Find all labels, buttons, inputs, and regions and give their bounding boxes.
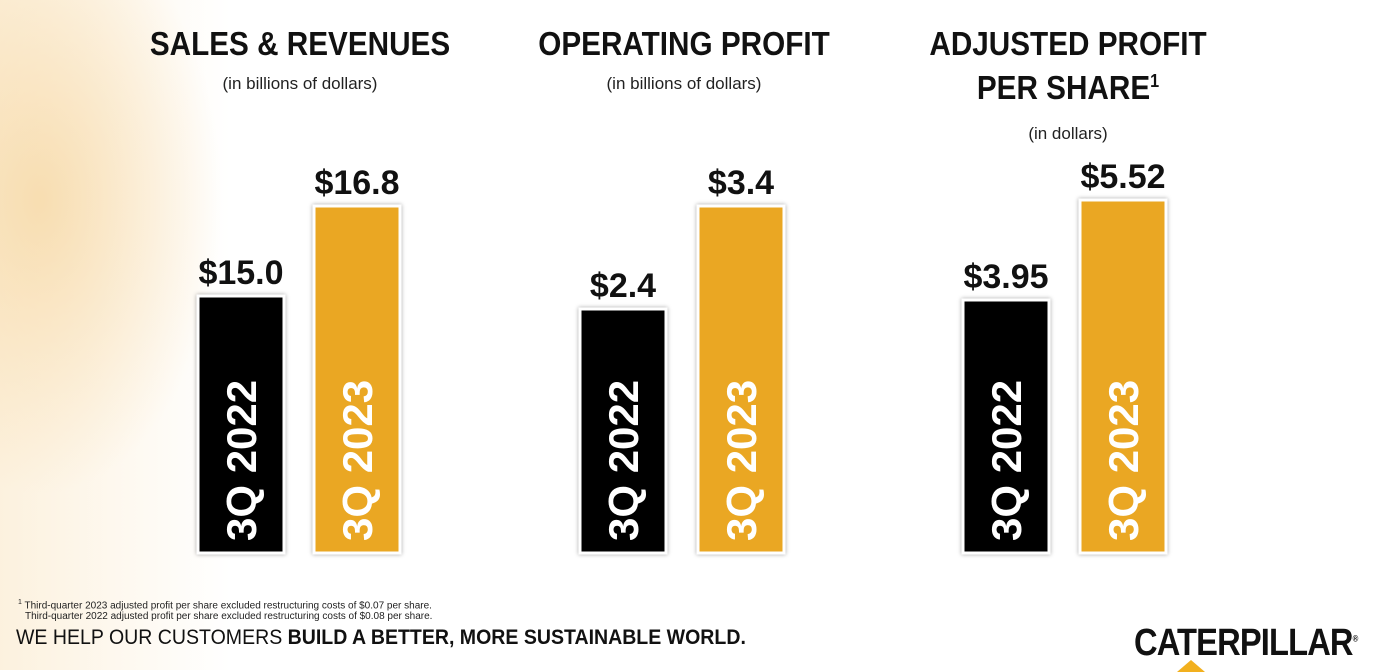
category-label-2-1: 3Q 2022 [600, 380, 647, 541]
adjusted-profit-title: ADJUSTED PROFIT PER SHARE1 [929, 25, 1207, 106]
value-label-1-2: $16.8 [314, 164, 399, 202]
category-label-1-2: 3Q 2023 [334, 380, 381, 541]
footnote-marker: 1 [1150, 71, 1160, 91]
value-label-3-2: $5.52 [1080, 158, 1165, 196]
bar-1-1 [196, 294, 286, 555]
logo-triangle-icon [1177, 660, 1205, 672]
category-label-3-1: 3Q 2022 [983, 380, 1030, 541]
sales-revenues-title: SALES & REVENUES [149, 25, 451, 62]
category-label-2-2: 3Q 2023 [718, 380, 765, 541]
adjusted-profit-subtitle: (in dollars) [1028, 124, 1108, 143]
value-label-2-2: $3.4 [708, 164, 774, 202]
operating-profit-subtitle: (in billions of dollars) [606, 74, 762, 93]
value-label-3-1: $3.95 [963, 258, 1048, 296]
bar-2-1 [578, 307, 668, 555]
bar-3-2 [1078, 198, 1168, 555]
caterpillar-logo: CATERPILLAR® [1134, 622, 1359, 664]
adjusted-profit-title-line2: PER SHARE [976, 69, 1151, 106]
bar-1-2 [312, 204, 402, 555]
footnote-1: 1 Third-quarter 2023 adjusted profit per… [18, 599, 432, 612]
value-label-1-1: $15.0 [198, 254, 283, 292]
sales-revenues-subtitle: (in billions of dollars) [222, 74, 378, 93]
tagline: WE HELP OUR CUSTOMERS BUILD A BETTER, MO… [16, 626, 746, 649]
category-label-1-1: 3Q 2022 [218, 380, 265, 541]
category-label-3-2: 3Q 2023 [1100, 380, 1147, 541]
operating-profit-title: OPERATING PROFIT [538, 25, 830, 62]
value-label-2-1: $2.4 [590, 267, 656, 305]
bar-2-2 [696, 204, 786, 555]
bar-3-1 [961, 298, 1051, 555]
footnote-2: Third-quarter 2022 adjusted profit per s… [25, 611, 433, 622]
